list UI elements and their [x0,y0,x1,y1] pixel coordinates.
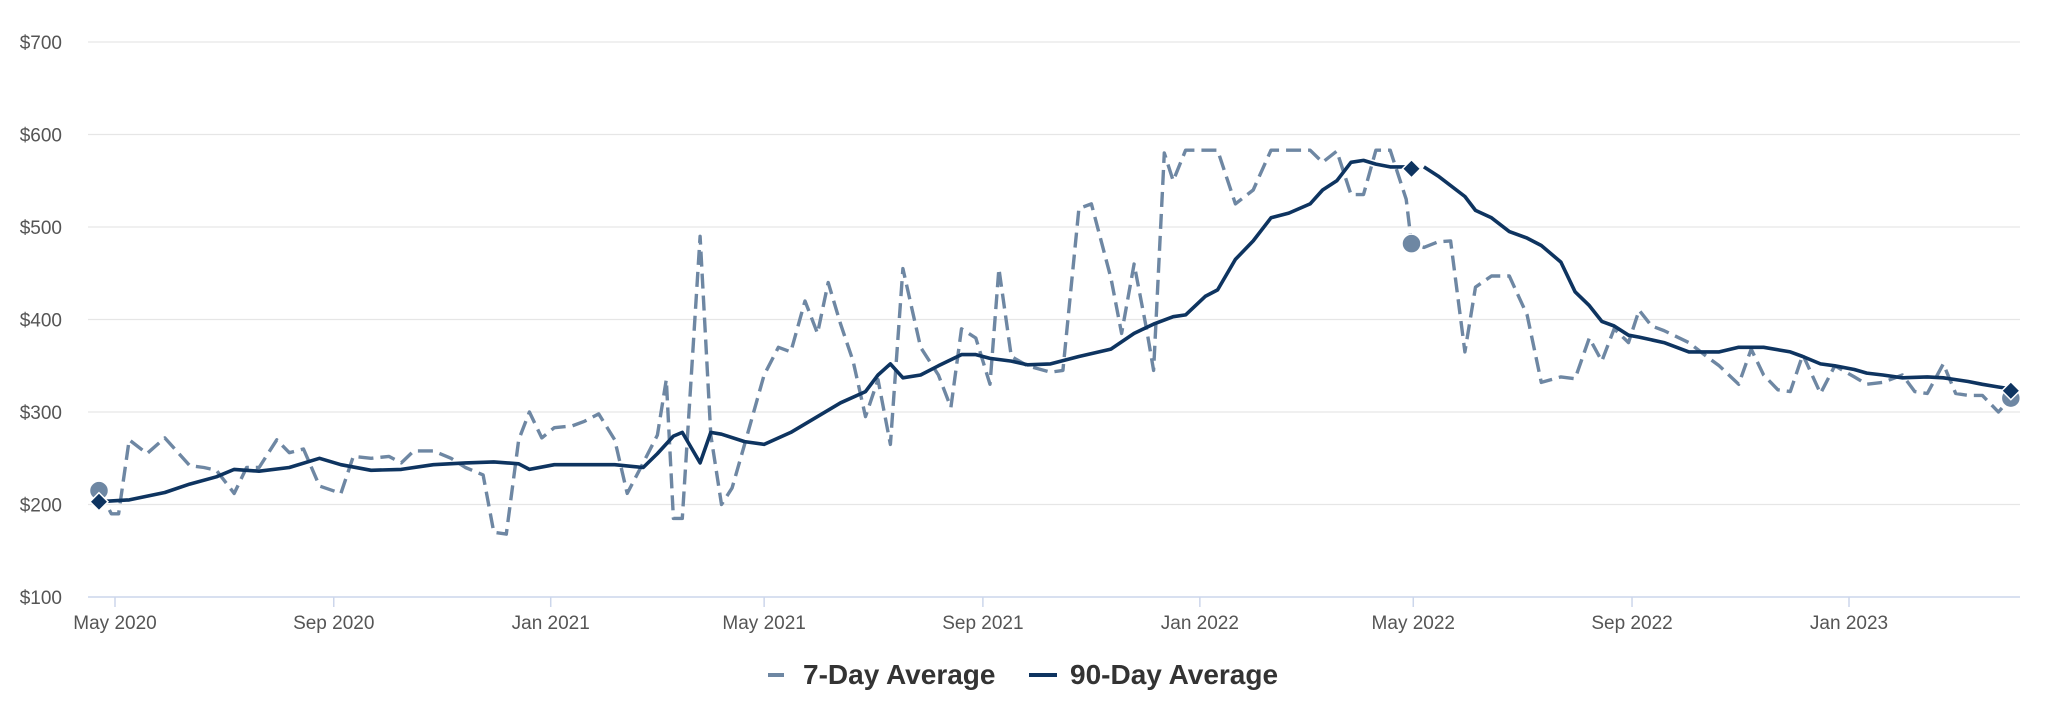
x-tick-label: Jan 2023 [1810,613,1888,634]
y-tick-label: $300 [20,403,62,424]
y-tick-label: $400 [20,311,62,332]
y-tick-label: $700 [20,33,62,54]
x-tick-label: Jan 2022 [1161,613,1239,634]
x-tick-label: Sep 2021 [942,613,1023,634]
x-tick-label: Sep 2020 [293,613,374,634]
x-tick-label: May 2021 [722,613,805,634]
x-tick-label: Sep 2022 [1591,613,1672,634]
x-tick-label: May 2022 [1372,613,1455,634]
y-axis: $700 $600 $500 $400 $300 $200 $100 [20,33,62,609]
y-tick-label: $200 [20,496,62,517]
series-marker-90-day-average[interactable] [88,491,110,512]
series-marker-90-day-average[interactable] [1401,158,1422,179]
y-tick-label: $100 [20,588,62,609]
series-marker-7-day-average[interactable] [1401,233,1422,254]
y-tick-label: $500 [20,218,62,239]
x-tick-label: Jan 2021 [512,613,590,634]
gridlines [88,41,2020,506]
x-tick-label: May 2020 [73,613,156,634]
y-tick-label: $600 [20,126,62,147]
legend-label: 90-Day Average [1070,659,1278,690]
series-line-90-day-average[interactable] [98,158,2012,504]
legend[interactable]: 7-Day Average 90-Day Average [768,659,1278,690]
series-line-7-day-average[interactable] [97,148,2013,536]
x-axis: May 2020 Sep 2020 Jan 2021 May 2021 Sep 2021… [73,596,2020,634]
legend-item-90-day-average[interactable]: 90-Day Average [1029,659,1278,690]
legend-item-7-day-average[interactable]: 7-Day Average [768,659,995,690]
legend-label: 7-Day Average [803,659,995,690]
plot-area [88,148,2022,536]
series-marker-90-day-average[interactable] [2000,380,2021,401]
